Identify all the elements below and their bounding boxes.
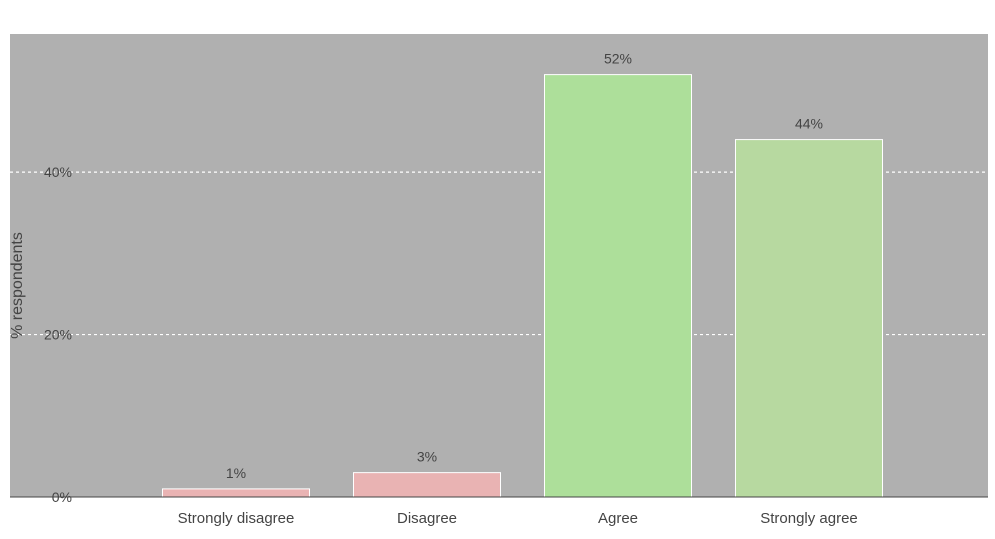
bar-value-label: 52% — [604, 51, 632, 67]
x-tick-label: Strongly agree — [760, 510, 858, 527]
y-tick-label: 20% — [44, 327, 72, 343]
x-tick-label: Agree — [598, 510, 638, 527]
bar-value-label: 44% — [795, 116, 823, 132]
y-axis-ticks: 0%20%40% — [44, 164, 72, 505]
bar — [544, 74, 692, 498]
bar — [162, 488, 310, 498]
y-tick-label: 40% — [44, 164, 72, 180]
bar — [353, 472, 501, 498]
bar-value-label: 1% — [226, 465, 246, 481]
value-labels: 1% 3% 52% 44% — [226, 51, 823, 481]
gridlines — [10, 171, 988, 336]
bar-value-label: 3% — [417, 449, 437, 465]
bars — [162, 74, 883, 498]
bar — [735, 139, 883, 498]
y-axis-label: % respondents — [9, 232, 26, 339]
x-tick-label: Disagree — [397, 510, 457, 527]
x-tick-label: Strongly disagree — [178, 510, 295, 527]
x-axis-ticks: Strongly disagree Disagree Agree Strongly a… — [178, 510, 858, 527]
